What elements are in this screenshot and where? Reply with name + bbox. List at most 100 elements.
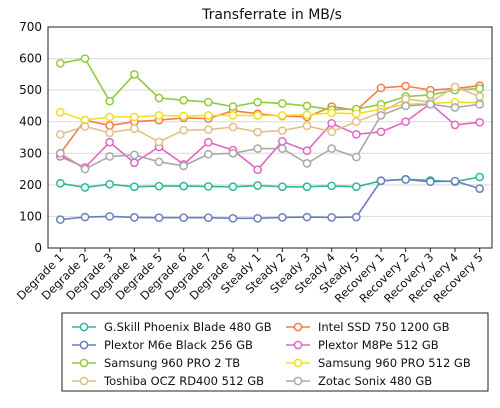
data-point: [302, 110, 312, 120]
legend-item-plextor-m8pe-512-gb: Plextor M8Pe 512 GB: [286, 338, 439, 352]
data-point: [277, 111, 287, 120]
legend-label: Plextor M8Pe 512 GB: [318, 338, 439, 352]
data-point: [327, 118, 337, 128]
legend-item-zotac-sonix-480-gb: Zotac Sonix 480 GB: [286, 374, 432, 388]
data-point: [105, 212, 115, 221]
data-point: [129, 182, 139, 192]
data-point: [351, 212, 361, 222]
legend-label: Samsung 960 PRO 2 TB: [104, 356, 240, 370]
data-point: [129, 150, 139, 160]
series-line: [60, 176, 480, 189]
data-point: [277, 126, 287, 135]
data-point: [203, 125, 213, 134]
data-point: [179, 213, 189, 223]
data-point: [203, 149, 213, 159]
data-point: [475, 84, 485, 93]
legend-swatch-marker: [79, 340, 89, 350]
data-point: [277, 182, 287, 192]
data-point: [376, 83, 386, 93]
series-samsung-960-pro-2-tb: [55, 54, 485, 115]
y-tick-label: 200: [19, 178, 42, 192]
data-point: [154, 213, 164, 223]
legend-item-g-skill-phoenix-blade-480-gb: G.Skill Phoenix Blade 480 GB: [72, 320, 272, 334]
data-point: [154, 111, 164, 120]
legend-swatch-marker: [79, 376, 89, 386]
legend-label: Samsung 960 PRO 512 GB: [318, 356, 471, 370]
data-point: [80, 54, 90, 63]
data-point: [129, 158, 139, 168]
data-point: [228, 182, 238, 192]
data-point: [327, 213, 337, 222]
legend-swatch-marker: [79, 358, 89, 368]
data-point: [228, 102, 238, 111]
data-point: [351, 109, 361, 119]
data-point: [425, 177, 435, 187]
data-point: [80, 212, 90, 222]
legend-item-toshiba-ocz-rd400-512-gb: Toshiba OCZ RD400 512 GB: [72, 374, 264, 388]
data-point: [450, 176, 460, 186]
legend-label: Toshiba OCZ RD400 512 GB: [103, 374, 264, 388]
data-point: [401, 81, 411, 91]
legend: G.Skill Phoenix Blade 480 GB Intel SSD 75…: [61, 312, 489, 392]
data-point: [154, 157, 164, 167]
data-point: [327, 181, 337, 191]
data-point: [253, 97, 263, 107]
data-point: [401, 117, 411, 127]
data-point: [55, 58, 65, 68]
data-point: [203, 137, 213, 147]
data-point: [475, 100, 485, 109]
data-point: [302, 212, 312, 222]
legend-item-intel-ssd-750-1200-gb: Intel SSD 750 1200 GB: [286, 320, 450, 334]
series-line: [60, 57, 480, 111]
y-tick-label: 600: [19, 52, 42, 66]
data-point: [203, 213, 213, 223]
data-point: [179, 161, 189, 171]
legend-label: Zotac Sonix 480 GB: [318, 374, 432, 388]
data-point: [302, 146, 312, 156]
y-tick-label: 100: [19, 209, 42, 223]
data-point: [277, 99, 287, 108]
data-point: [351, 117, 361, 127]
data-point: [376, 127, 386, 137]
data-point: [228, 213, 238, 223]
data-point: [55, 178, 65, 188]
legend-label: Intel SSD 750 1200 GB: [318, 320, 450, 334]
data-point: [327, 144, 337, 153]
data-point: [277, 213, 287, 222]
plot-frame: [47, 26, 493, 249]
legend-item-samsung-960-pro-512-gb: Samsung 960 PRO 512 GB: [286, 356, 471, 370]
data-point: [253, 111, 263, 120]
data-point: [179, 111, 189, 121]
legend-swatch-marker: [293, 340, 303, 350]
data-point: [105, 128, 115, 138]
data-point: [105, 96, 115, 106]
data-point: [302, 182, 312, 192]
data-point: [80, 183, 90, 192]
data-point: [351, 129, 361, 139]
data-point: [277, 144, 287, 153]
data-point: [203, 182, 213, 191]
data-point: [425, 90, 435, 100]
data-point: [376, 111, 386, 120]
legend-item-plextor-m6e-black-256-gb: Plextor M6e Black 256 GB: [72, 338, 253, 352]
data-point: [475, 184, 485, 193]
legend-swatch-marker: [79, 322, 89, 332]
series-g-skill-phoenix-blade-480-gb: [55, 172, 485, 192]
legend-swatch-marker: [293, 358, 303, 368]
series-zotac-sonix-480-gb: [55, 100, 485, 174]
data-point: [302, 101, 312, 111]
data-point: [179, 181, 189, 191]
data-point: [401, 94, 411, 104]
legend-label: G.Skill Phoenix Blade 480 GB: [104, 320, 272, 334]
data-point: [154, 93, 164, 103]
data-point: [129, 70, 139, 79]
data-point: [450, 103, 460, 112]
data-point: [203, 111, 213, 120]
series-line: [59, 102, 480, 171]
data-point: [253, 181, 263, 190]
data-point: [253, 127, 263, 137]
data-point: [351, 182, 361, 192]
legend-item-samsung-960-pro-2-tb: Samsung 960 PRO 2 TB: [72, 356, 240, 370]
